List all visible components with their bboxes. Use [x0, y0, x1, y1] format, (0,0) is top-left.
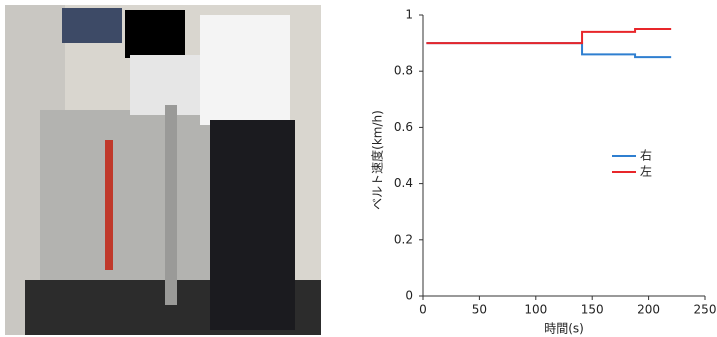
y-tick-label: 0.4 [394, 176, 413, 190]
y-tick-label: 0 [405, 289, 413, 303]
y-tick-label: 0.2 [394, 232, 413, 246]
x-tick-label: 200 [637, 303, 660, 317]
page: ベルト速度(km/h) 時間(s) 0 0.2 0.4 0.6 0.8 1 0 50 100 15… [0, 0, 717, 337]
x-tick-label: 150 [581, 303, 604, 317]
photo-person-right-pants [210, 120, 295, 330]
photo-mask [125, 10, 185, 58]
y-tick-label: 0.6 [394, 120, 413, 134]
series-line [426, 29, 671, 43]
photo-monitor [62, 8, 122, 43]
photo-person-right-shirt [200, 15, 290, 125]
chart: ベルト速度(km/h) 時間(s) 0 0.2 0.4 0.6 0.8 1 0 50 100 15… [370, 8, 717, 336]
x-tick-label: 50 [472, 303, 487, 317]
legend-label: 右 [640, 148, 652, 163]
legend-label: 左 [640, 164, 652, 179]
x-tick-label: 100 [524, 303, 547, 317]
photo [5, 5, 321, 335]
photo-red-bar [105, 140, 113, 270]
x-tick-label: 250 [694, 303, 717, 317]
series-line [426, 43, 671, 57]
photo-pole [165, 105, 177, 305]
y-tick-label: 1 [405, 8, 413, 22]
y-tick-label: 0.8 [394, 64, 413, 78]
y-axis-label: ベルト速度(km/h) [370, 110, 385, 210]
x-tick-label: 0 [419, 303, 427, 317]
x-axis-label: 時間(s) [544, 322, 584, 336]
